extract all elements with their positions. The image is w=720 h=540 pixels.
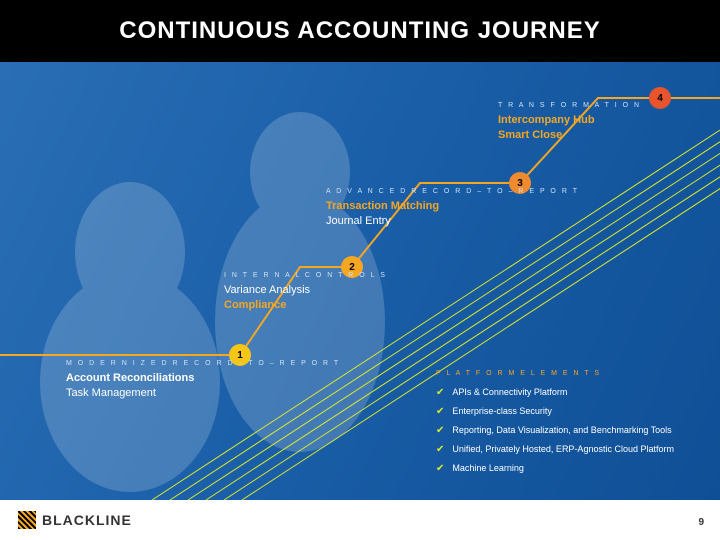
main-canvas: 1234 M O D E R N I Z E D R E C O R D – T… bbox=[0, 62, 720, 500]
platform-item: ✔ Machine Learning bbox=[436, 461, 674, 477]
stage-line: Intercompany Hub bbox=[498, 113, 641, 128]
stage-line: Journal Entry bbox=[326, 214, 579, 229]
stage-line: Variance Analysis bbox=[224, 283, 387, 298]
check-icon: ✔ bbox=[436, 385, 444, 401]
stage-eyebrow: A D V A N C E D R E C O R D – T O – R E … bbox=[326, 188, 579, 195]
stage-line: Account Reconciliations bbox=[66, 371, 340, 386]
stage-line: Smart Close bbox=[498, 128, 641, 143]
check-icon: ✔ bbox=[436, 423, 444, 439]
check-icon: ✔ bbox=[436, 404, 444, 420]
stage-line: Task Management bbox=[66, 386, 340, 401]
check-icon: ✔ bbox=[436, 461, 444, 477]
stage-4: T R A N S F O R M A T I O N Intercompany … bbox=[498, 102, 641, 144]
platform-item-label: Unified, Privately Hosted, ERP-Agnostic … bbox=[452, 442, 674, 456]
platform-item: ✔ Reporting, Data Visualization, and Benc… bbox=[436, 423, 674, 439]
platform-item: ✔ Enterprise-class Security bbox=[436, 404, 674, 420]
stage-3: A D V A N C E D R E C O R D – T O – R E … bbox=[326, 188, 579, 230]
platform-eyebrow: P L A T F O R M E L E M E N T S bbox=[436, 370, 674, 377]
stage-line: Transaction Matching bbox=[326, 199, 579, 214]
stage-eyebrow: M O D E R N I Z E D R E C O R D – T O – … bbox=[66, 360, 340, 367]
platform-item-label: Machine Learning bbox=[452, 461, 524, 475]
footer: BLACKLINE 9 bbox=[0, 500, 720, 540]
stage-1: M O D E R N I Z E D R E C O R D – T O – … bbox=[66, 360, 340, 402]
platform-item-label: Reporting, Data Visualization, and Bench… bbox=[452, 423, 671, 437]
slide: CONTINUOUS ACCOUNTING JOURNEY 1234 M O D… bbox=[0, 0, 720, 540]
brand-name: BLACKLINE bbox=[42, 512, 132, 528]
stage-eyebrow: I N T E R N A L C O N T R O L S bbox=[224, 272, 387, 279]
platform-item-label: APIs & Connectivity Platform bbox=[452, 385, 567, 399]
logo-mark-icon bbox=[18, 511, 36, 529]
brand-logo: BLACKLINE bbox=[18, 511, 132, 529]
stage-2: I N T E R N A L C O N T R O L S Variance … bbox=[224, 272, 387, 314]
stage-eyebrow: T R A N S F O R M A T I O N bbox=[498, 102, 641, 109]
platform-item-label: Enterprise-class Security bbox=[452, 404, 552, 418]
journey-node-4: 4 bbox=[649, 87, 671, 109]
platform-item: ✔ Unified, Privately Hosted, ERP-Agnostic… bbox=[436, 442, 674, 458]
header: CONTINUOUS ACCOUNTING JOURNEY bbox=[0, 0, 720, 62]
page-title: CONTINUOUS ACCOUNTING JOURNEY bbox=[119, 17, 600, 45]
page-number: 9 bbox=[698, 517, 704, 528]
stage-line: Compliance bbox=[224, 298, 387, 313]
platform-elements: P L A T F O R M E L E M E N T S ✔ APIs & … bbox=[436, 370, 674, 480]
check-icon: ✔ bbox=[436, 442, 444, 458]
platform-item: ✔ APIs & Connectivity Platform bbox=[436, 385, 674, 401]
